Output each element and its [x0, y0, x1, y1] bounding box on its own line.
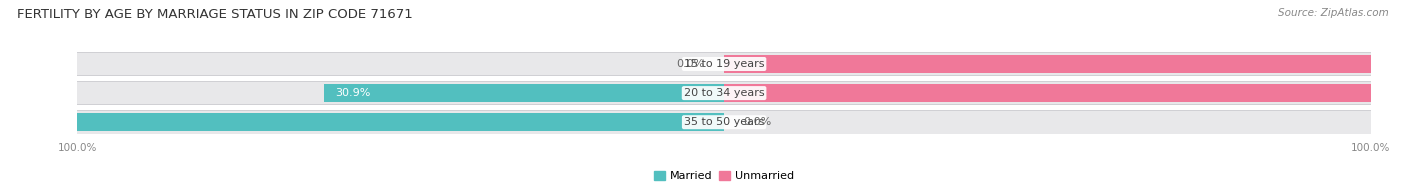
Text: 35 to 50 years: 35 to 50 years [683, 117, 765, 127]
Bar [77, 52, 1371, 76]
Legend: Married, Unmarried: Married, Unmarried [650, 166, 799, 185]
Text: 15 to 19 years: 15 to 19 years [683, 59, 765, 69]
Bar [77, 82, 1371, 104]
Bar [724, 84, 1406, 102]
Bar [77, 53, 1371, 75]
Text: 0.0%: 0.0% [744, 117, 772, 127]
Text: 0.0%: 0.0% [676, 59, 704, 69]
Text: FERTILITY BY AGE BY MARRIAGE STATUS IN ZIP CODE 71671: FERTILITY BY AGE BY MARRIAGE STATUS IN Z… [17, 8, 412, 21]
Bar [0, 113, 724, 131]
Bar [325, 84, 724, 102]
Text: 30.9%: 30.9% [335, 88, 370, 98]
Text: Source: ZipAtlas.com: Source: ZipAtlas.com [1278, 8, 1389, 18]
Bar [77, 81, 1371, 105]
Bar [77, 110, 1371, 134]
Bar [77, 111, 1371, 133]
Text: 20 to 34 years: 20 to 34 years [683, 88, 765, 98]
Bar [724, 55, 1406, 73]
